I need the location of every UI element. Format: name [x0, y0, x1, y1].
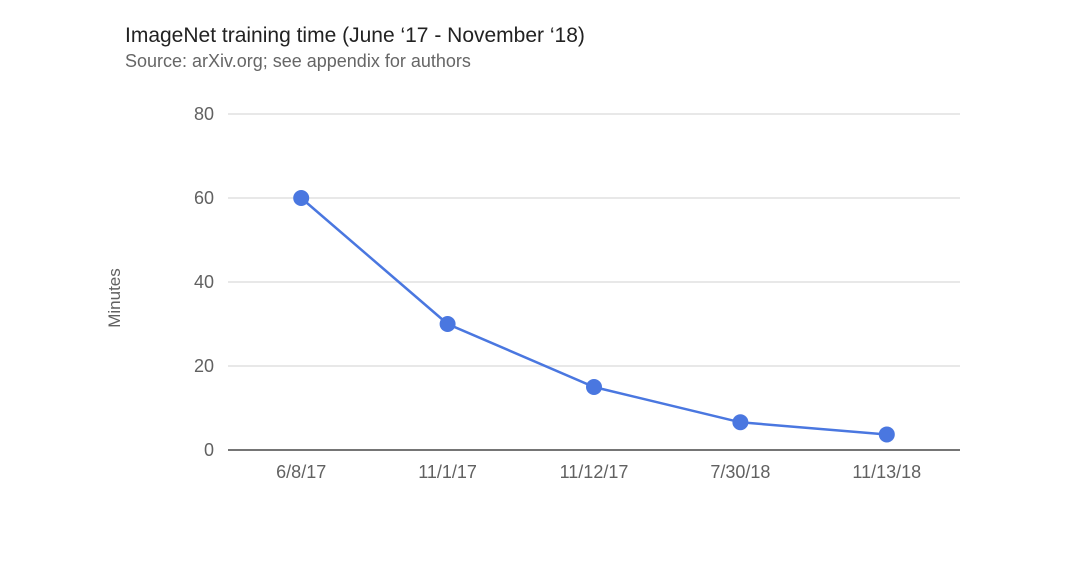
series-line: [300, 197, 887, 436]
data-point: [586, 379, 602, 395]
data-point: [439, 316, 456, 332]
x-tick-label: 11/1/17: [418, 462, 477, 482]
x-tick-label: 11/13/18: [852, 462, 921, 482]
x-tick-label: 7/30/18: [710, 462, 770, 482]
y-axis-label: Minutes: [105, 268, 124, 328]
chart-subtitle: Source: arXiv.org; see appendix for auth…: [125, 51, 471, 71]
y-tick-label: 80: [194, 104, 214, 124]
y-tick-label: 0: [204, 440, 214, 460]
data-point: [732, 414, 749, 431]
data-point: [293, 190, 310, 206]
y-tick-label: 60: [194, 188, 214, 208]
data-point: [878, 426, 895, 443]
y-tick-label: 40: [194, 272, 214, 292]
y-tick-label: 20: [194, 356, 214, 376]
chart-title: ImageNet training time (June ‘17 - Novem…: [125, 24, 585, 47]
x-tick-label: 6/8/17: [276, 462, 326, 482]
x-tick-label: 11/12/17: [560, 462, 629, 482]
